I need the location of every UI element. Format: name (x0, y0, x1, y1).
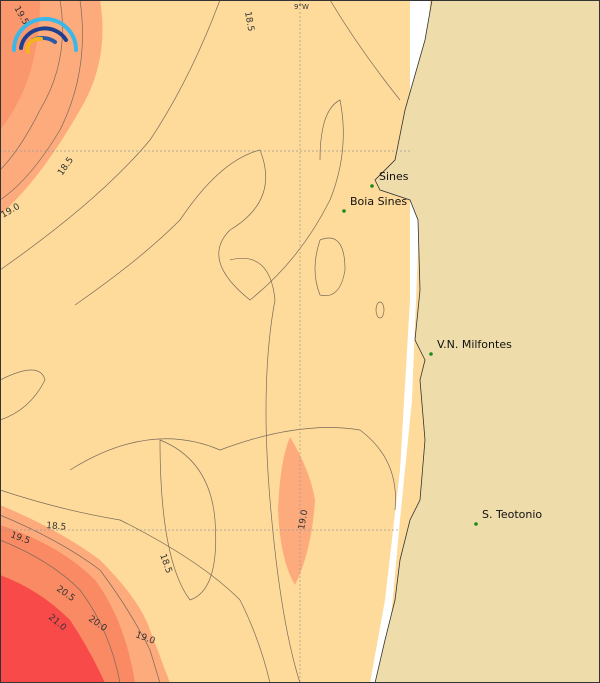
buoy-marker (342, 209, 346, 213)
place-label-s-teotonio: S. Teotonio (482, 508, 542, 521)
land-portugal (374, 0, 600, 683)
place-marker (429, 352, 433, 356)
sst-area-center (278, 437, 315, 585)
sst-area-sw-hot (0, 575, 105, 683)
place-label-boia-sines: Boia Sines (350, 195, 407, 208)
contour-label: 18.5 (242, 11, 255, 32)
place-label-sines: Sines (379, 170, 409, 183)
contour-label: 18.5 (46, 521, 67, 533)
isotherm-contours (0, 0, 401, 683)
longitude-label: 9°W (294, 3, 309, 11)
place-label-vn-milfontes: V.N. Milfontes (437, 338, 512, 351)
graticule (0, 0, 410, 683)
contour-label: 19.0 (297, 509, 310, 531)
place-marker (474, 522, 478, 526)
place-marker (370, 184, 374, 188)
arc-waves-logo-icon (12, 17, 78, 54)
